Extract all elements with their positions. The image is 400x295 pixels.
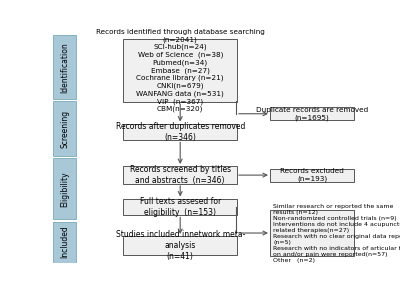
FancyBboxPatch shape — [270, 168, 354, 182]
Text: Duplicate records are removed
(n=1695): Duplicate records are removed (n=1695) — [256, 107, 368, 121]
FancyBboxPatch shape — [124, 199, 237, 215]
Text: Screening: Screening — [60, 109, 69, 148]
FancyBboxPatch shape — [270, 210, 354, 256]
Text: Included: Included — [60, 226, 69, 258]
FancyBboxPatch shape — [124, 124, 237, 140]
Text: Records identified through database searching
(n=2041)
SCI-hub(n=24)
Web of Scie: Records identified through database sear… — [96, 29, 265, 112]
FancyBboxPatch shape — [124, 236, 237, 255]
Text: Studies included innetwork meta-
analysis
(n=41): Studies included innetwork meta- analysi… — [116, 230, 245, 261]
Text: Records screened by titles
and abstracts  (n=346): Records screened by titles and abstracts… — [130, 165, 231, 185]
Text: Records excluded
(n=193): Records excluded (n=193) — [280, 168, 344, 182]
FancyBboxPatch shape — [53, 35, 76, 99]
Text: Identification: Identification — [60, 42, 69, 93]
FancyBboxPatch shape — [124, 39, 237, 102]
Text: Full texts assesed for
eligibility  (n=153): Full texts assesed for eligibility (n=15… — [140, 197, 221, 217]
FancyBboxPatch shape — [270, 107, 354, 120]
FancyBboxPatch shape — [124, 166, 237, 184]
Text: Similar research or reported the same
results (n=12)
Non-randomized controlled t: Similar research or reported the same re… — [273, 204, 400, 263]
FancyBboxPatch shape — [53, 222, 76, 263]
Text: Eligibility: Eligibility — [60, 171, 69, 206]
FancyBboxPatch shape — [53, 101, 76, 156]
FancyBboxPatch shape — [53, 158, 76, 219]
Text: Records after duplicates removed
(n=346): Records after duplicates removed (n=346) — [116, 122, 245, 142]
